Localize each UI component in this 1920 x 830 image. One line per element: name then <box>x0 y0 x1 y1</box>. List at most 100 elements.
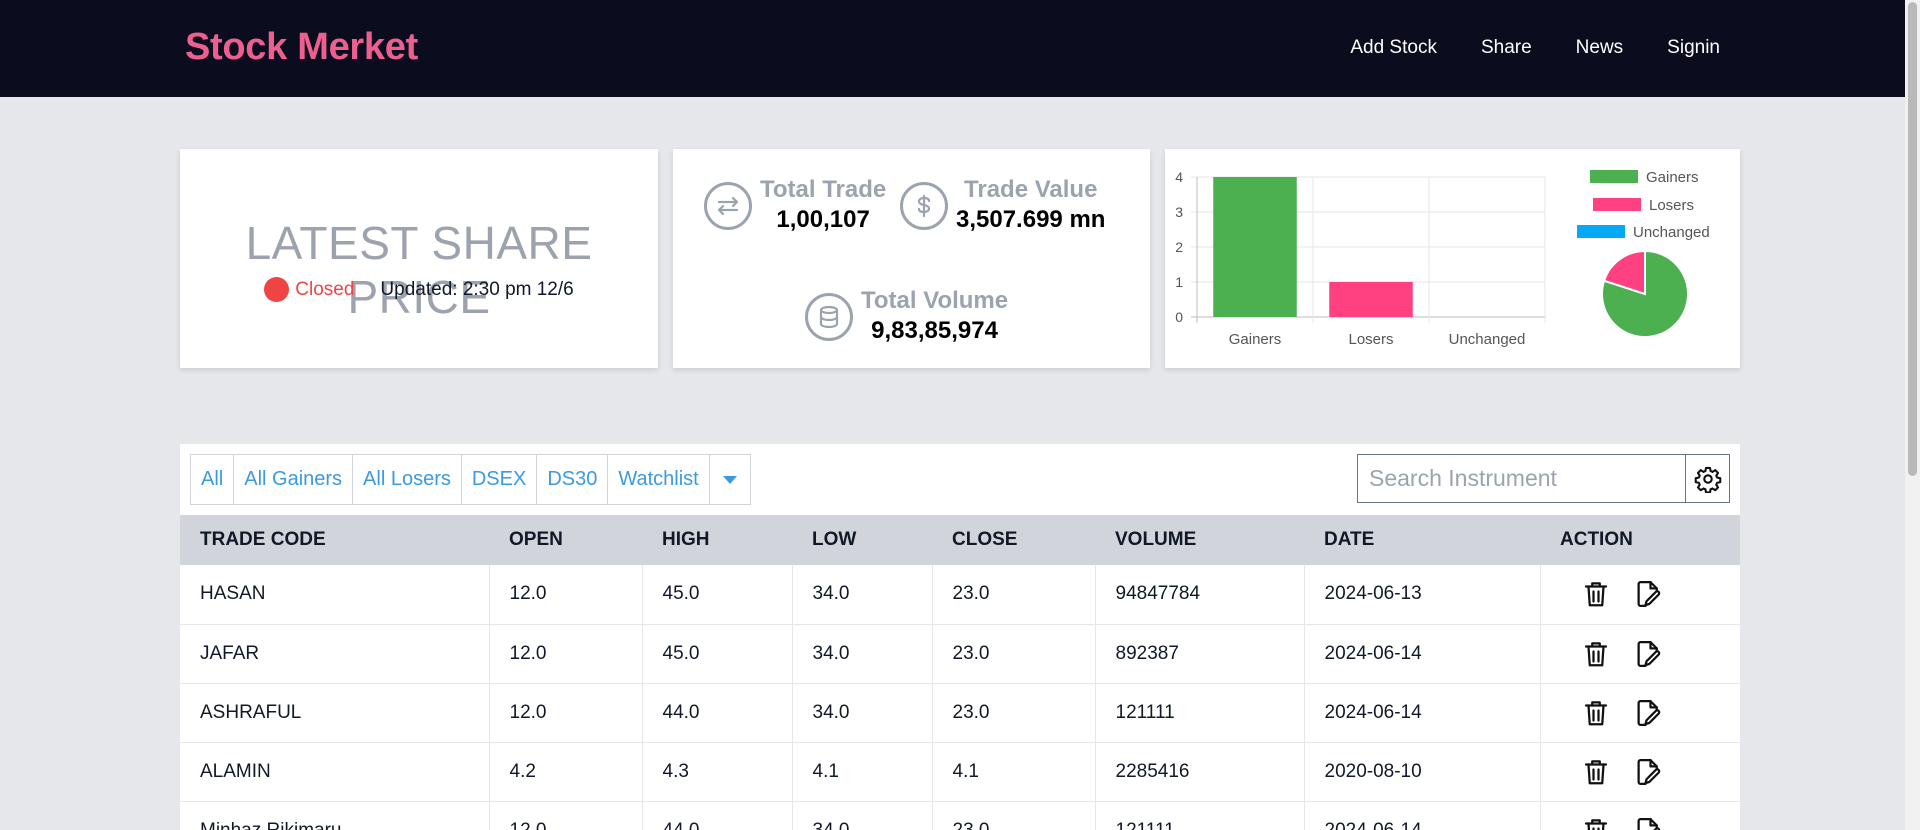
table-row[interactable]: Minhaz Rikimaru 12.0 44.0 34.0 23.0 121111 202… <box>180 801 1740 830</box>
total-volume-stat: Total Volume 9,83,85,974 <box>805 287 1008 347</box>
cell-date: 2024-06-13 <box>1304 565 1541 625</box>
cell-low: 34.0 <box>792 624 933 684</box>
col-date[interactable]: DATE <box>1304 515 1540 565</box>
nav-add-stock[interactable]: Add Stock <box>1350 37 1437 58</box>
edit-button[interactable] <box>1633 579 1663 609</box>
gainers-losers-chart-card: 0 1 2 3 4 Gainers Losers Unchanged Gainers Losers… <box>1165 149 1740 368</box>
tab-ds30[interactable]: DS30 <box>537 455 609 504</box>
cell-trade-code: JAFAR <box>180 624 490 684</box>
col-close[interactable]: CLOSE <box>932 515 1095 565</box>
cell-volume: 121111 <box>1095 801 1305 830</box>
gear-icon <box>1694 466 1721 493</box>
y-tick-label: 4 <box>1175 169 1183 185</box>
legend-swatch-losers <box>1593 198 1641 211</box>
edit-button[interactable] <box>1633 757 1663 787</box>
top-navbar: Stock Merket Add Stock Share News Signin <box>0 0 1905 97</box>
search-instrument-input[interactable] <box>1357 454 1686 503</box>
tab-all-losers[interactable]: All Losers <box>353 455 462 504</box>
col-trade-code[interactable]: TRADE CODE <box>180 515 489 565</box>
table-row[interactable]: HASAN 12.0 45.0 34.0 23.0 94847784 2024-06-13 <box>180 565 1740 625</box>
trade-stats-card: Total Trade 1,00,107 Trade Value 3,507.6… <box>673 149 1150 368</box>
edit-icon <box>1637 640 1660 667</box>
delete-button[interactable] <box>1581 698 1611 728</box>
cell-action <box>1540 801 1740 830</box>
nav-share[interactable]: Share <box>1480 37 1532 58</box>
cell-volume: 892387 <box>1095 624 1305 684</box>
cell-close: 23.0 <box>932 565 1096 625</box>
cell-date: 2020-08-10 <box>1304 742 1541 802</box>
total-trade-value: 1,00,107 <box>776 206 870 233</box>
tab-all[interactable]: All <box>191 455 235 504</box>
cell-close: 23.0 <box>932 624 1096 684</box>
delete-button[interactable] <box>1581 757 1611 787</box>
edit-button[interactable] <box>1633 639 1663 669</box>
total-volume-label: Total Volume <box>861 287 1009 314</box>
delete-button[interactable] <box>1581 579 1611 609</box>
tab-watchlist[interactable]: Watchlist <box>608 455 710 504</box>
cell-close: 23.0 <box>932 683 1096 743</box>
cell-date: 2024-06-14 <box>1304 624 1541 684</box>
nav-signin[interactable]: Signin <box>1667 37 1720 58</box>
settings-button[interactable] <box>1686 454 1730 503</box>
cell-trade-code: Minhaz Rikimaru <box>180 801 490 830</box>
cell-volume: 121111 <box>1095 683 1305 743</box>
tab-more-dropdown[interactable] <box>710 455 750 504</box>
table-row[interactable]: ALAMIN 4.2 4.3 4.1 4.1 2285416 2020-08-10 <box>180 742 1740 802</box>
y-tick-label: 3 <box>1175 204 1183 220</box>
cell-open: 12.0 <box>489 565 643 625</box>
col-open[interactable]: OPEN <box>489 515 642 565</box>
cell-trade-code: HASAN <box>180 565 490 625</box>
market-status: Closed <box>295 278 355 300</box>
page-scrollbar[interactable] <box>1905 0 1920 830</box>
cell-high: 44.0 <box>642 683 793 743</box>
col-low[interactable]: LOW <box>792 515 932 565</box>
total-trade-stat: Total Trade 1,00,107 <box>704 176 886 236</box>
filter-tabs: All All Gainers All Losers DSEX DS30 Wat… <box>190 454 751 505</box>
legend-swatch-gainers <box>1590 170 1638 183</box>
edit-button[interactable] <box>1633 816 1663 830</box>
table-header-row: TRADE CODE OPEN HIGH LOW CLOSE VOLUME DA… <box>180 515 1740 565</box>
cell-low: 34.0 <box>792 683 933 743</box>
cell-low: 34.0 <box>792 565 933 625</box>
cell-trade-code: ASHRAFUL <box>180 683 490 743</box>
edit-button[interactable] <box>1633 698 1663 728</box>
delete-button[interactable] <box>1581 639 1611 669</box>
cell-open: 12.0 <box>489 683 643 743</box>
cell-high: 4.3 <box>642 742 793 802</box>
brand-logo[interactable]: Stock Merket <box>185 26 418 68</box>
scrollbar-thumb[interactable] <box>1908 2 1917 476</box>
latest-share-price-title: LATEST SHARE PRICE <box>245 217 593 323</box>
trade-value-value: 3,507.699 mn <box>956 206 1106 233</box>
y-tick-label: 1 <box>1175 274 1183 290</box>
edit-icon <box>1637 581 1660 608</box>
table-row[interactable]: ASHRAFUL 12.0 44.0 34.0 23.0 121111 2024-06-14 <box>180 683 1740 743</box>
edit-icon <box>1637 817 1660 830</box>
y-tick-label: 0 <box>1175 309 1183 325</box>
tab-dsex[interactable]: DSEX <box>462 455 538 504</box>
cell-high: 45.0 <box>642 565 793 625</box>
cell-low: 34.0 <box>792 801 933 830</box>
nav-news[interactable]: News <box>1575 37 1624 58</box>
nav-links: Add Stock Share News Signin <box>1306 37 1720 59</box>
col-high[interactable]: HIGH <box>642 515 792 565</box>
legend-label: Unchanged <box>1633 224 1710 241</box>
cell-trade-code: ALAMIN <box>180 742 490 802</box>
cell-high: 44.0 <box>642 801 793 830</box>
cell-open: 12.0 <box>489 624 643 684</box>
updated-time: Updated: 2:30 pm 12/6 <box>380 278 574 300</box>
trash-icon <box>1584 582 1607 607</box>
trade-value-stat: Trade Value 3,507.699 mn <box>900 176 1105 236</box>
caret-down-icon <box>722 475 737 484</box>
legend-swatch-unchanged <box>1577 225 1625 238</box>
delete-button[interactable] <box>1581 816 1611 830</box>
cell-low: 4.1 <box>792 742 933 802</box>
cell-date: 2024-06-14 <box>1304 683 1541 743</box>
market-status-row: Closed Updated: 2:30 pm 12/6 <box>180 277 658 302</box>
tab-all-gainers[interactable]: All Gainers <box>234 455 354 504</box>
cell-action <box>1540 624 1740 684</box>
cell-action <box>1540 742 1740 802</box>
cell-open: 12.0 <box>489 801 643 830</box>
col-volume[interactable]: VOLUME <box>1095 515 1304 565</box>
table-row[interactable]: JAFAR 12.0 45.0 34.0 23.0 892387 2024-06-14 <box>180 624 1740 684</box>
cell-action <box>1540 565 1740 625</box>
